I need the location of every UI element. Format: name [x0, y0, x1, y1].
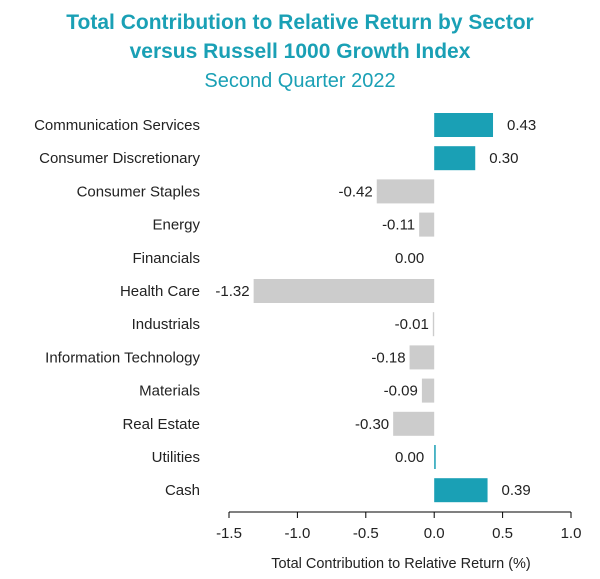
value-label-cash: 0.39 — [502, 482, 531, 499]
category-label-information-technology: Information Technology — [45, 349, 200, 366]
category-label-cash: Cash — [165, 482, 200, 499]
chart-subtitle: Second Quarter 2022 — [204, 70, 396, 92]
value-label-real-estate: -0.30 — [355, 416, 389, 433]
category-label-real-estate: Real Estate — [122, 416, 200, 433]
bar-consumer-staples — [376, 179, 435, 204]
bar-communication-services — [434, 113, 494, 137]
bar-cash — [434, 478, 488, 503]
category-label-health-care: Health Care — [120, 283, 200, 300]
category-label-utilities: Utilities — [152, 449, 200, 466]
value-label-health-care: -1.32 — [215, 283, 249, 300]
x-tick-label-0: -1.5 — [216, 525, 242, 542]
value-label-industrials: -0.01 — [395, 316, 429, 333]
category-label-consumer-discretionary: Consumer Discretionary — [39, 150, 200, 167]
bar-industrials — [432, 312, 435, 337]
category-label-communication-services: Communication Services — [34, 117, 200, 134]
value-label-communication-services: 0.43 — [507, 117, 536, 134]
category-label-materials: Materials — [139, 383, 200, 400]
value-label-financials: 0.00 — [395, 250, 424, 267]
x-tick-label-2: -0.5 — [353, 525, 379, 542]
x-tick-label-1: -1.0 — [284, 525, 310, 542]
value-label-energy: -0.11 — [382, 217, 415, 234]
chart-title-block: Total Contribution to Relative Return by… — [0, 8, 600, 95]
chart-title-line-2: versus Russell 1000 Growth Index — [129, 40, 471, 63]
bar-information-technology — [409, 345, 435, 370]
chart-title-line-1: Total Contribution to Relative Return by… — [66, 11, 534, 34]
x-axis-title: Total Contribution to Relative Return (%… — [271, 556, 531, 572]
value-label-materials: -0.09 — [384, 383, 418, 400]
value-label-information-technology: -0.18 — [371, 349, 405, 366]
bar-utilities — [434, 445, 436, 469]
x-tick-label-4: 0.5 — [492, 525, 513, 542]
value-label-utilities: 0.00 — [395, 449, 424, 466]
bar-materials — [421, 378, 435, 403]
category-label-financials: Financials — [132, 250, 200, 267]
bar-energy — [419, 212, 435, 237]
x-tick-label-3: 0.0 — [424, 525, 445, 542]
bar-real-estate — [393, 411, 435, 436]
x-tick-label-5: 1.0 — [561, 525, 582, 542]
bar-health-care — [253, 279, 435, 303]
category-label-industrials: Industrials — [132, 316, 200, 333]
category-label-energy: Energy — [152, 217, 200, 234]
bar-consumer-discretionary — [434, 146, 476, 171]
value-label-consumer-staples: -0.42 — [339, 183, 373, 200]
category-label-consumer-staples: Consumer Staples — [77, 183, 200, 200]
value-label-consumer-discretionary: 0.30 — [489, 150, 518, 167]
